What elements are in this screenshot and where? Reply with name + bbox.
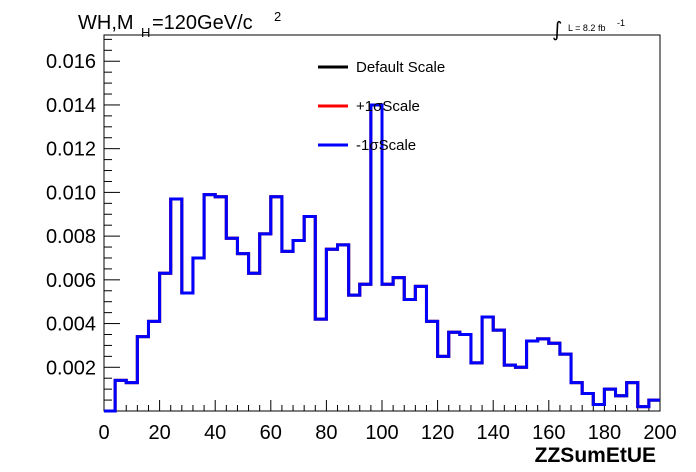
y-tick-label: 0.006 — [46, 270, 96, 292]
x-axis: 0 20 40 60 80 100 120 140 160 180 200 — [98, 400, 677, 444]
legend-label: Default Scale — [356, 59, 445, 76]
x-tick-label: 200 — [643, 422, 676, 444]
y-tick-label: 0.008 — [46, 226, 96, 248]
chart-title-rest: =120GeV/c — [152, 12, 253, 34]
lumi-label-superscript: -1 — [617, 18, 625, 28]
x-tick-label: 120 — [421, 422, 454, 444]
x-tick-label: 180 — [588, 422, 621, 444]
y-tick-label: 0.004 — [46, 314, 96, 336]
chart-title: WH,M — [78, 12, 134, 34]
y-tick-label: 0.012 — [46, 139, 96, 161]
x-tick-label: 60 — [260, 422, 282, 444]
x-tick-label: 140 — [477, 422, 510, 444]
chart-title-superscript: 2 — [274, 9, 281, 24]
series-line-2 — [104, 103, 660, 413]
x-tick-label: 80 — [315, 422, 337, 444]
lumi-label: L = 8.2 fb — [568, 23, 605, 33]
x-tick-label: 40 — [204, 422, 226, 444]
x-tick-label: 100 — [365, 422, 398, 444]
y-axis: 0.002 0.004 0.006 0.008 0.010 0.012 0.014 0.016 — [46, 38, 120, 401]
y-tick-label: 0.016 — [46, 51, 96, 73]
x-tick-label: 0 — [98, 422, 109, 444]
series-layer — [104, 103, 660, 413]
lumi-integral-sign: ∫ — [552, 17, 562, 41]
x-tick-label: 20 — [148, 422, 170, 444]
legend: Default Scale +1σScale -1σScale — [318, 59, 445, 154]
y-tick-label: 0.010 — [46, 182, 96, 204]
legend-label: -1σScale — [356, 137, 416, 154]
legend-label: +1σScale — [356, 98, 420, 115]
x-axis-title: ZZSumEtUE — [535, 444, 656, 467]
x-tick-label: 160 — [532, 422, 565, 444]
y-tick-label: 0.014 — [46, 95, 96, 117]
y-tick-label: 0.002 — [46, 357, 96, 379]
chart-title-subscript: H — [141, 25, 150, 40]
